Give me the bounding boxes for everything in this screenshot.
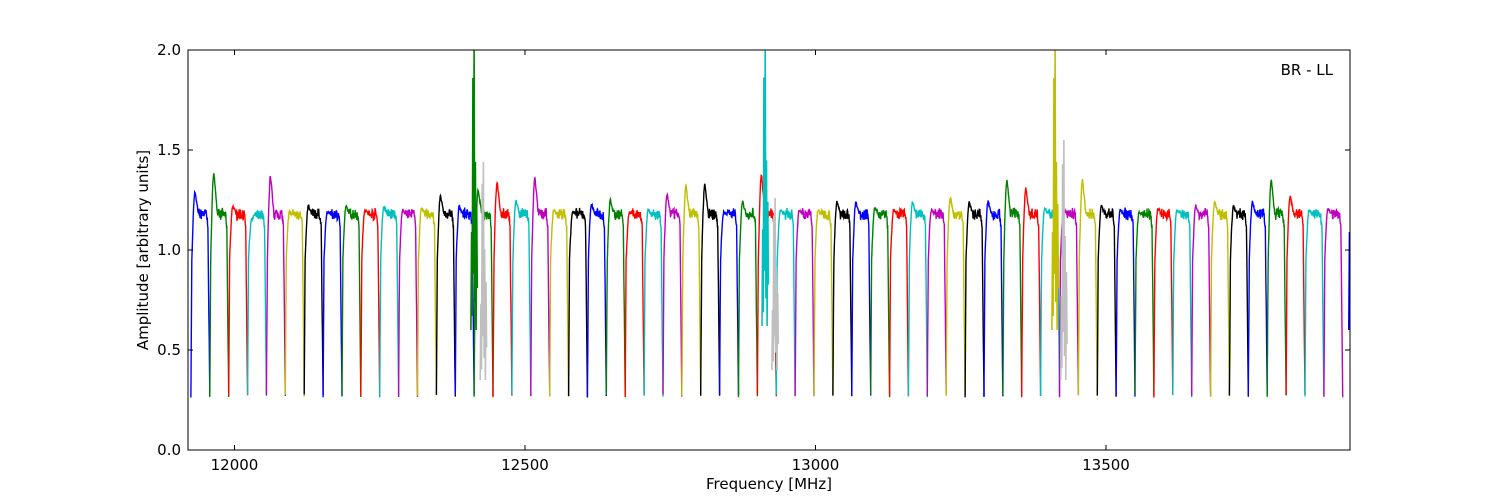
channel-trace-50 xyxy=(1134,207,1155,396)
channel-trace-60 xyxy=(1323,207,1344,398)
channel-trace-12 xyxy=(416,207,438,396)
channel-trace-13 xyxy=(435,193,456,397)
channel-trace-48 xyxy=(1096,204,1117,397)
channel-trace-21 xyxy=(586,202,607,397)
channel-trace-44 xyxy=(1021,187,1042,397)
channel-trace-51 xyxy=(1153,207,1174,398)
spike-1 xyxy=(479,161,488,381)
channel-trace-5 xyxy=(284,208,305,397)
channel-trace-22 xyxy=(605,196,626,397)
channel-trace-20 xyxy=(567,207,589,398)
channel-trace-17 xyxy=(511,199,532,396)
channel-trace-11 xyxy=(397,208,419,398)
channel-trace-59 xyxy=(1304,209,1325,397)
channel-trace-58 xyxy=(1285,195,1306,396)
channel-trace-34 xyxy=(832,200,853,397)
channel-trace-52 xyxy=(1172,209,1193,398)
spike-7 xyxy=(1357,144,1363,380)
channel-trace-25 xyxy=(662,192,683,397)
channel-trace-38 xyxy=(907,201,928,398)
y-tick-label-3: 1.5 xyxy=(157,141,181,159)
channel-trace-27 xyxy=(700,183,721,396)
channel-trace-31 xyxy=(775,207,796,396)
spike-3 xyxy=(771,197,780,371)
x-tick-label-3: 13500 xyxy=(1082,456,1130,474)
x-axis-label: Frequency [MHz] xyxy=(706,475,832,493)
channel-trace-41 xyxy=(964,201,985,398)
channel-trace-23 xyxy=(624,208,645,398)
channel-trace-28 xyxy=(718,208,740,395)
y-tick-label-2: 1.0 xyxy=(157,241,181,259)
annotation-label: BR - LL xyxy=(1281,61,1334,79)
y-axis-label: Amplitude [arbitrary units] xyxy=(134,150,152,350)
x-tick-label-2: 13000 xyxy=(792,456,840,474)
spike-5 xyxy=(1059,139,1068,381)
channel-trace-47 xyxy=(1077,178,1099,396)
channel-trace-7 xyxy=(322,209,343,398)
spike-4 xyxy=(1051,50,1060,331)
channel-trace-49 xyxy=(1115,207,1136,397)
channel-trace-14 xyxy=(454,204,475,396)
channel-trace-43 xyxy=(1002,179,1023,398)
x-tick-label-1: 12500 xyxy=(501,456,549,474)
channel-trace-56 xyxy=(1247,200,1268,396)
spike-0 xyxy=(470,50,479,331)
channel-trace-53 xyxy=(1190,204,1212,397)
channel-trace-1 xyxy=(209,173,230,398)
channel-trace-19 xyxy=(549,208,570,397)
channel-trace-8 xyxy=(341,204,362,398)
channel-trace-9 xyxy=(360,207,381,397)
channel-trace-33 xyxy=(813,207,834,397)
channel-trace-55 xyxy=(1228,205,1250,397)
ticks-layer: 12000 12500 13000 13500 0.0 0.5 1.0 1.5 2.0 xyxy=(157,41,1350,474)
channel-trace-10 xyxy=(379,205,400,398)
channel-trace-3 xyxy=(246,209,268,397)
channel-trace-6 xyxy=(303,203,324,395)
y-tick-label-1: 0.5 xyxy=(157,341,181,359)
channel-trace-35 xyxy=(851,201,872,396)
channel-trace-54 xyxy=(1209,200,1231,397)
channel-trace-18 xyxy=(530,176,551,397)
channel-trace-26 xyxy=(681,183,702,396)
channel-trace-57 xyxy=(1266,179,1287,397)
channel-trace-4 xyxy=(265,175,286,397)
y-tick-label-4: 2.0 xyxy=(157,41,181,59)
spike-2 xyxy=(761,50,770,327)
channel-trace-37 xyxy=(888,206,910,396)
channel-trace-16 xyxy=(492,181,513,398)
x-tick-label-0: 12000 xyxy=(211,456,259,474)
channel-trace-40 xyxy=(945,195,966,396)
series-layer xyxy=(190,50,1363,398)
channel-trace-42 xyxy=(983,200,1004,397)
y-tick-label-0: 0.0 xyxy=(157,441,181,459)
channel-trace-0 xyxy=(190,189,211,398)
channel-trace-24 xyxy=(643,207,664,397)
channel-trace-32 xyxy=(794,208,815,397)
channel-trace-39 xyxy=(926,207,947,397)
channel-trace-36 xyxy=(870,206,891,398)
channel-trace-29 xyxy=(737,200,759,398)
channel-trace-2 xyxy=(228,203,249,396)
